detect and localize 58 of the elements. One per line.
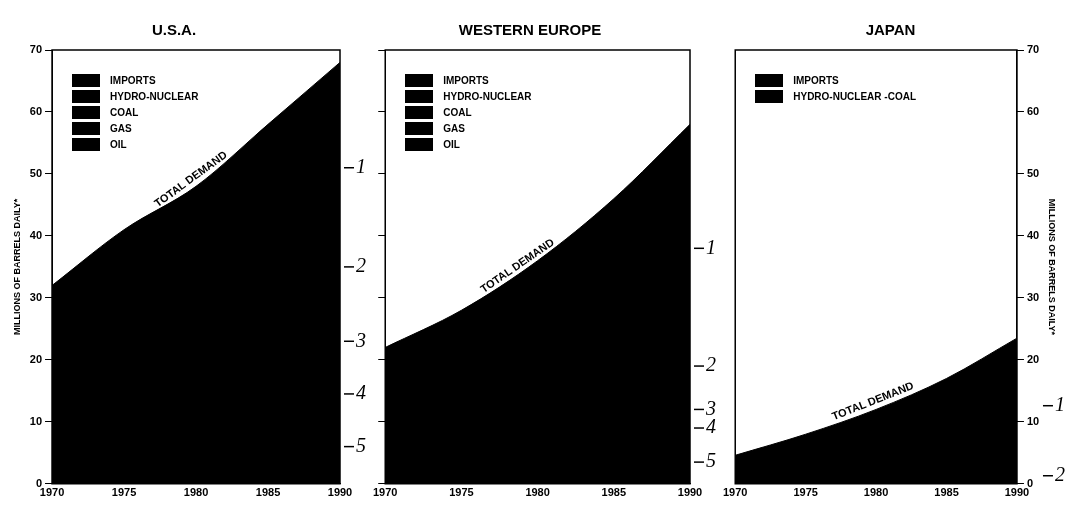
y-tick-label: 30 xyxy=(29,290,43,303)
y-axis-title: MILLIONS OF BARRELS DAILY* xyxy=(11,198,22,335)
y-tick-label: 40 xyxy=(29,228,43,241)
annotation: OIL xyxy=(110,138,127,150)
annotation: 5 xyxy=(356,433,366,456)
x-tick-label: 1990 xyxy=(1004,486,1030,499)
annotation: IMPORTS xyxy=(110,74,156,86)
annotation: HYDRO-NUCLEAR xyxy=(443,90,532,102)
annotation: 1 xyxy=(706,235,716,258)
x-tick-label: 1985 xyxy=(255,486,281,499)
y-tick-label: 40 xyxy=(1026,228,1040,241)
chart-title: JAPAN xyxy=(865,21,916,39)
y-tick-label: 0 xyxy=(35,476,43,489)
x-tick-label: 1970 xyxy=(722,486,748,499)
x-tick-label: 1975 xyxy=(793,486,818,499)
x-tick-label: 1980 xyxy=(863,486,889,499)
x-tick-label: 1975 xyxy=(449,486,474,499)
x-tick-label: 1990 xyxy=(677,486,703,499)
annotation: 4 xyxy=(356,381,366,404)
y-tick-label: 60 xyxy=(1026,105,1040,117)
annotation: 2 xyxy=(1054,462,1065,485)
x-tick-label: 1970 xyxy=(372,486,398,499)
y-tick-label: 60 xyxy=(29,105,43,117)
chart-title: WESTERN EUROPE xyxy=(458,21,602,39)
annotation: GAS xyxy=(110,122,132,134)
annotation: 2 xyxy=(356,254,366,277)
y-tick-label: 0 xyxy=(1026,476,1034,489)
annotation: GAS xyxy=(443,122,465,134)
x-tick-label: 1970 xyxy=(39,486,65,499)
y-tick-label: 30 xyxy=(1026,290,1040,303)
annotation: IMPORTS xyxy=(443,74,489,86)
x-tick-label: 1980 xyxy=(525,486,550,499)
annotation: HYDRO-NUCLEAR xyxy=(110,90,199,102)
annotation: 1 xyxy=(1054,392,1065,415)
y-tick-label: 10 xyxy=(29,414,43,427)
annotation: 3 xyxy=(355,328,366,351)
y-tick-label: 20 xyxy=(1026,352,1040,365)
x-tick-label: 1990 xyxy=(327,486,353,499)
annotation: OIL xyxy=(443,138,460,150)
y-tick-label: 50 xyxy=(1026,166,1040,179)
annotation: IMPORTS xyxy=(793,74,839,86)
x-tick-label: 1975 xyxy=(111,486,137,499)
annotation: 5 xyxy=(706,449,716,472)
y-tick-label: 20 xyxy=(29,352,43,365)
y-tick-label: 10 xyxy=(1026,414,1040,427)
chart-title: U.S.A. xyxy=(151,21,197,39)
annotation: COAL xyxy=(110,106,139,118)
x-tick-label: 1980 xyxy=(183,486,209,499)
y-axis-title: MILLIONS OF BARRELS DAILY* xyxy=(1047,198,1058,336)
annotation: 1 xyxy=(356,155,366,177)
x-tick-label: 1985 xyxy=(601,486,627,499)
annotation: HYDRO-NUCLEAR -COAL xyxy=(793,90,917,102)
y-tick-label: 70 xyxy=(29,43,43,56)
x-tick-label: 1985 xyxy=(934,486,959,499)
y-tick-label: 50 xyxy=(29,166,43,179)
annotation: 2 xyxy=(706,353,716,376)
annotation: COAL xyxy=(443,106,472,118)
y-tick-label: 70 xyxy=(1026,43,1040,56)
